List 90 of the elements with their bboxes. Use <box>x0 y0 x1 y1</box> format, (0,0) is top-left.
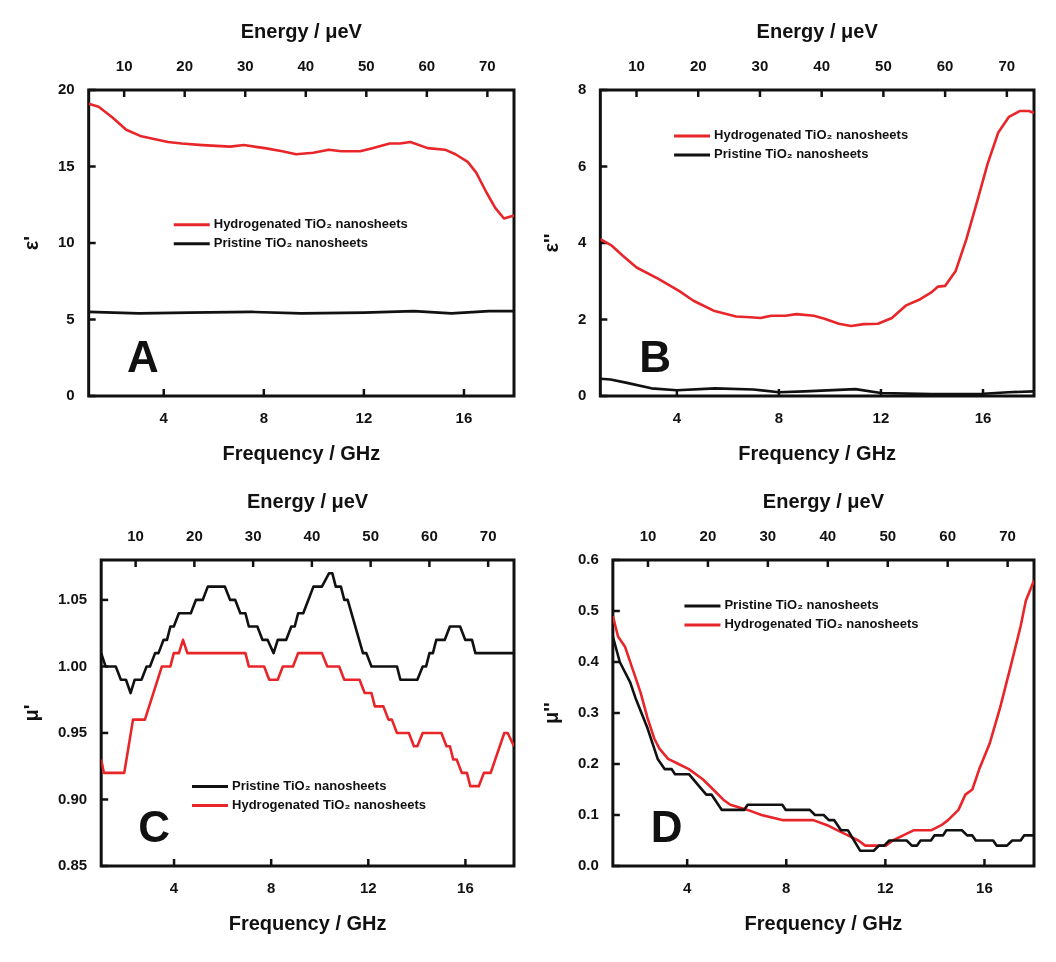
y-axis-title: μ' <box>19 704 42 722</box>
x-axis-title: Frequency / GHz <box>738 441 897 464</box>
x2-tick-label: 20 <box>689 57 707 75</box>
x2-tick-label: 30 <box>236 57 254 75</box>
x-tick-label: 12 <box>355 409 373 427</box>
y-tick-label: 0.6 <box>577 550 599 568</box>
y-axis-title: ε' <box>19 235 42 251</box>
y-tick-label: 0.90 <box>57 789 88 807</box>
x-tick-label: 8 <box>259 409 268 427</box>
x2-tick-label: 60 <box>936 57 954 75</box>
x2-tick-label: 40 <box>297 57 315 75</box>
annotation: A <box>126 331 159 381</box>
y-tick-label: 0 <box>578 386 587 404</box>
x-tick-label: 16 <box>976 879 993 897</box>
y-tick-label: 6 <box>578 156 587 174</box>
annotation: D <box>650 801 683 851</box>
y-axis-title: μ'' <box>539 702 562 724</box>
x-axis-title: Frequency / GHz <box>228 911 387 934</box>
x2-tick-label: 10 <box>127 527 144 545</box>
x2-tick-label: 20 <box>176 57 194 75</box>
x-axis-title: Frequency / GHz <box>744 911 903 934</box>
x2-tick-label: 40 <box>303 527 321 545</box>
x2-tick-label: 20 <box>186 527 203 545</box>
x2-tick-label: 10 <box>115 57 133 75</box>
y-tick-label: 0.5 <box>577 601 599 619</box>
x2-tick-label: 70 <box>479 57 496 75</box>
x2-tick-label: 30 <box>759 527 777 545</box>
annotation: B <box>639 331 672 381</box>
legend-label: Pristine TiO₂ nanosheets <box>213 235 369 251</box>
legend-label: Pristine TiO₂ nanosheets <box>714 146 869 162</box>
x-tick-label: 8 <box>774 409 784 427</box>
x-axis-title: Frequency / GHz <box>222 441 381 464</box>
x-tick-label: 4 <box>683 879 692 897</box>
x-tick-label: 16 <box>455 409 473 427</box>
x-tick-label: 12 <box>359 879 377 897</box>
y-tick-label: 15 <box>58 156 75 174</box>
x2-tick-label: 50 <box>357 57 375 75</box>
x2-tick-label: 10 <box>639 527 657 545</box>
y-tick-label: 10 <box>58 233 75 251</box>
y-tick-label: 0.85 <box>57 856 88 874</box>
x2-tick-label: 50 <box>875 57 892 75</box>
y-tick-label: 0.2 <box>577 754 599 772</box>
x2-axis-title: Energy / μeV <box>762 489 885 512</box>
x-tick-label: 4 <box>159 409 169 427</box>
y-tick-label: 20 <box>58 80 75 98</box>
y-tick-label: 0.1 <box>577 805 599 823</box>
x2-axis-title: Energy / μeV <box>240 19 363 42</box>
x2-tick-label: 40 <box>813 57 831 75</box>
x2-tick-label: 10 <box>628 57 645 75</box>
x2-tick-label: 70 <box>998 57 1016 75</box>
x2-tick-label: 70 <box>479 527 497 545</box>
x2-tick-label: 50 <box>362 527 379 545</box>
x2-tick-label: 60 <box>939 527 957 545</box>
y-tick-label: 4 <box>578 233 587 251</box>
annotation: C <box>138 801 171 851</box>
x2-axis-title: Energy / μeV <box>247 489 369 512</box>
y-tick-label: 2 <box>578 309 587 327</box>
y-tick-label: 0 <box>66 386 75 404</box>
x2-tick-label: 40 <box>819 527 837 545</box>
x2-tick-label: 50 <box>879 527 897 545</box>
y-axis-title: ε'' <box>539 233 562 253</box>
legend-label: Hydrogenated TiO₂ nanosheets <box>213 216 408 232</box>
x-tick-label: 16 <box>974 409 992 427</box>
x2-tick-label: 30 <box>751 57 769 75</box>
x2-tick-label: 30 <box>244 527 262 545</box>
legend-label: Pristine TiO₂ nanosheets <box>724 597 879 613</box>
legend-label: Pristine TiO₂ nanosheets <box>232 778 387 794</box>
x-tick-label: 12 <box>877 879 894 897</box>
y-tick-label: 0.3 <box>577 703 599 721</box>
x-tick-label: 4 <box>672 409 682 427</box>
y-tick-label: 0.95 <box>57 723 88 741</box>
legend-label: Hydrogenated TiO₂ nanosheets <box>714 127 909 143</box>
x2-tick-label: 60 <box>418 57 436 75</box>
y-tick-label: 0.0 <box>577 856 599 874</box>
x2-axis-title: Energy / μeV <box>756 19 879 42</box>
legend-label: Hydrogenated TiO₂ nanosheets <box>232 797 427 813</box>
y-tick-label: 5 <box>66 309 75 327</box>
x-tick-label: 16 <box>457 879 474 897</box>
y-tick-label: 1.00 <box>57 656 88 674</box>
y-tick-label: 0.4 <box>577 652 600 670</box>
x2-tick-label: 70 <box>999 527 1016 545</box>
x2-tick-label: 20 <box>699 527 717 545</box>
y-tick-label: 1.05 <box>57 590 88 608</box>
legend-label: Hydrogenated TiO₂ nanosheets <box>724 616 919 632</box>
x-tick-label: 12 <box>872 409 890 427</box>
x-tick-label: 4 <box>169 879 179 897</box>
x-tick-label: 8 <box>267 879 276 897</box>
x2-tick-label: 60 <box>421 527 438 545</box>
x-tick-label: 8 <box>782 879 791 897</box>
y-tick-label: 8 <box>578 80 587 98</box>
